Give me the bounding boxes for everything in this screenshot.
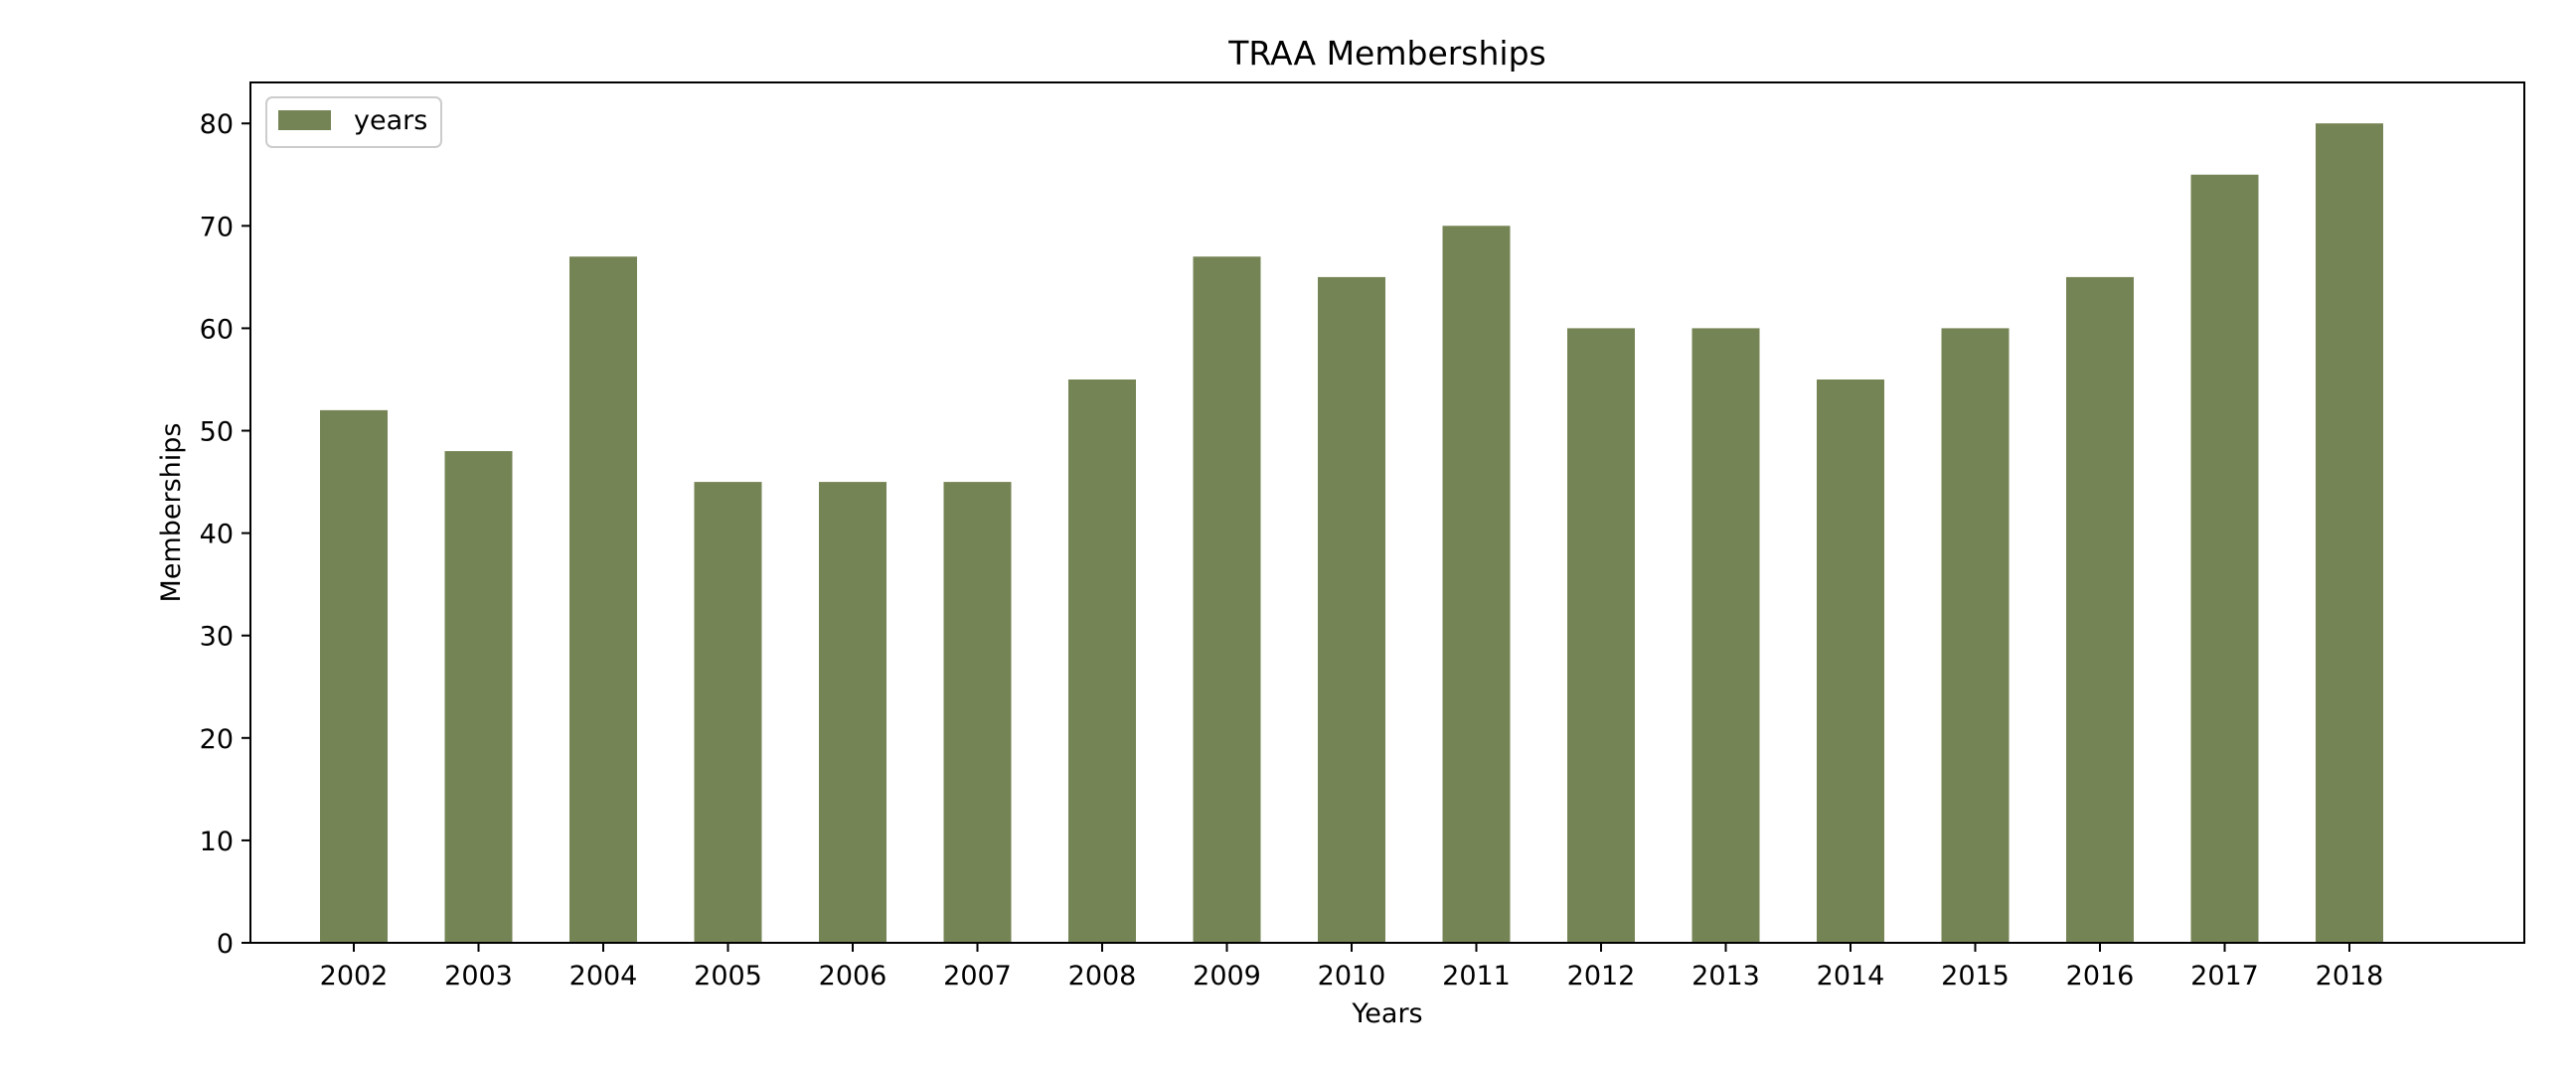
- y-axis: 0 10 20 30 40 50 60 70 80: [200, 109, 250, 960]
- x-tick-label-2002: 2002: [320, 961, 389, 991]
- chart-title: TRAA Memberships: [1227, 34, 1545, 73]
- y-tick-label-10: 10: [200, 827, 234, 857]
- bar-2009: [1193, 256, 1261, 943]
- bar-2013: [1691, 328, 1760, 943]
- bar-2016: [2066, 276, 2134, 943]
- x-tick-label-2006: 2006: [819, 961, 887, 991]
- x-tick-label-2011: 2011: [1442, 961, 1511, 991]
- bar-2007: [943, 482, 1012, 943]
- bar-2015: [1941, 328, 2010, 943]
- x-tick-label-2007: 2007: [943, 961, 1012, 991]
- legend-swatch: [278, 110, 331, 130]
- bar-2010: [1318, 276, 1385, 943]
- bar-2011: [1442, 226, 1511, 944]
- legend-label: years: [354, 105, 427, 136]
- legend: years: [265, 96, 442, 148]
- bar-2004: [569, 256, 637, 943]
- x-tick-label-2014: 2014: [1817, 961, 1885, 991]
- bar-2006: [819, 482, 886, 943]
- x-tick-label-2015: 2015: [1941, 961, 2010, 991]
- bar-2008: [1068, 380, 1136, 943]
- y-tick-label-70: 70: [200, 212, 234, 242]
- x-tick-label-2004: 2004: [569, 961, 638, 991]
- legend-box: [265, 96, 442, 148]
- x-tick-label-2010: 2010: [1318, 961, 1386, 991]
- bars-group: [320, 123, 2383, 944]
- x-tick-label-2017: 2017: [2190, 961, 2259, 991]
- x-tick-label-2013: 2013: [1691, 961, 1760, 991]
- x-axis-label: Years: [1351, 998, 1422, 1029]
- x-tick-label-2012: 2012: [1567, 961, 1636, 991]
- plot-frame: [249, 81, 2525, 944]
- y-tick-label-20: 20: [200, 724, 234, 755]
- bar-2017: [2190, 174, 2259, 944]
- bar-2003: [444, 451, 513, 943]
- bar-2018: [2316, 123, 2383, 943]
- x-tick-label-2018: 2018: [2316, 961, 2384, 991]
- x-tick-label-2009: 2009: [1193, 961, 1261, 991]
- x-tick-label-2003: 2003: [444, 961, 513, 991]
- bar-2005: [694, 482, 762, 943]
- y-tick-label-80: 80: [200, 109, 234, 140]
- y-tick-label-60: 60: [200, 314, 234, 345]
- x-tick-label-2005: 2005: [694, 961, 762, 991]
- y-tick-label-0: 0: [217, 929, 234, 960]
- y-tick-label-30: 30: [200, 622, 234, 653]
- x-tick-label-2016: 2016: [2066, 961, 2135, 991]
- x-axis: 2002 2003 2004 2005 2006 2007 2008 2009 2010 2011…: [320, 943, 2384, 991]
- y-axis-label: Memberships: [156, 423, 187, 603]
- bar-2002: [320, 409, 388, 943]
- y-tick-label-40: 40: [200, 520, 234, 550]
- bar-2014: [1817, 380, 1884, 943]
- y-tick-label-50: 50: [200, 417, 234, 448]
- x-tick-label-2008: 2008: [1068, 961, 1137, 991]
- bar-2012: [1567, 328, 1635, 943]
